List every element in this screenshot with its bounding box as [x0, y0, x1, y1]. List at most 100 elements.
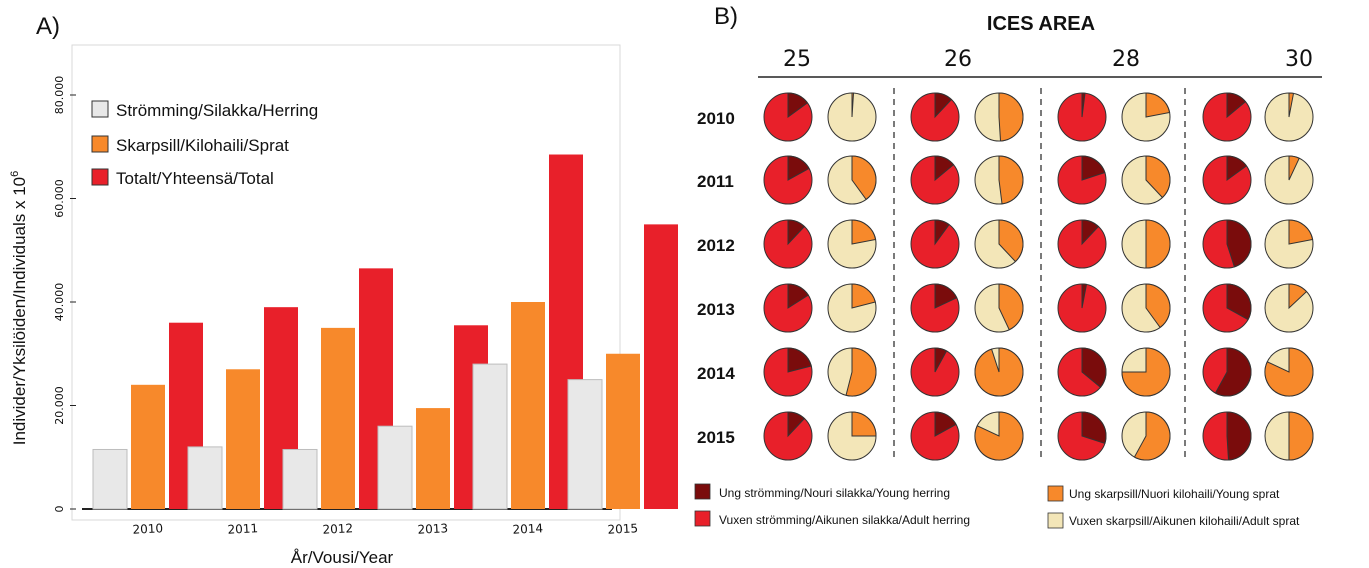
year-label-2012: 2012	[697, 236, 735, 255]
pie-herring-2011-area-25	[763, 155, 813, 205]
pie-herring-2011-area-30-young-slice	[1226, 155, 1248, 181]
pie-sprat-2011-area-26	[974, 155, 1024, 205]
bar-herring-2012	[282, 448, 318, 510]
x-tick-label-2013: 2013	[417, 521, 448, 537]
pie-herring-2010-area-25-young-slice	[787, 92, 809, 118]
bar-sprat-2011	[226, 369, 260, 509]
pie-sprat-2012-area-25-young-slice	[851, 219, 877, 245]
year-label-2011: 2011	[697, 172, 734, 191]
year-label-2013: 2013	[697, 300, 735, 319]
pie-herring-2012-area-25-young-slice	[787, 219, 806, 246]
ices-area-title: ICES AREA	[987, 13, 1095, 35]
pie-herring-2010-area-30-young-slice	[1226, 92, 1247, 119]
pie-herring-2011-area-25-young-slice	[787, 155, 810, 181]
pie-sprat-2010-area-25	[827, 92, 877, 142]
year-labels: 2010 2011 2012 2013 2014 2015	[697, 109, 735, 447]
pie-herring-2012-area-30	[1202, 219, 1252, 269]
pie-herring-2015-area-26	[910, 411, 960, 461]
x-tick-label-2010: 2010	[132, 521, 163, 537]
pie-herring-2010-area-28-young-slice	[1081, 92, 1086, 118]
pie-herring-2012-area-26	[910, 219, 960, 269]
pie-sprat-2015-area-30-young-slice	[1288, 411, 1314, 461]
legend-label-adult-sprat: Vuxen skarpsill/Aikunen kilohaili/Adult …	[1069, 514, 1300, 528]
legend-label-young-sprat: Ung skarpsill/Nuori kilohaili/Young spra…	[1069, 487, 1280, 501]
y-axis-title: Individer/Yksilöiden/Individuals x 106	[9, 171, 29, 446]
pie-herring-2013-area-28-young-slice	[1081, 283, 1088, 309]
area-dividers	[893, 88, 1186, 462]
area-label-26: 26	[944, 47, 972, 72]
pie-sprat-2012-area-30-young-slice	[1288, 219, 1314, 245]
pie-sprat-2010-area-25-young-slice	[851, 92, 855, 118]
pie-sprat-2013-area-30	[1264, 283, 1314, 333]
pie-sprat-2015-area-30	[1264, 411, 1314, 461]
pie-herring-2011-area-28	[1057, 155, 1107, 205]
pie-herring-2015-area-25-young-slice	[787, 411, 806, 438]
bar-herring-2013	[377, 425, 413, 510]
pie-sprat-2014-area-26-young-slice	[974, 347, 1024, 397]
area-labels: 25 26 28 30	[783, 47, 1313, 72]
pie-sprat-2012-area-26	[974, 219, 1024, 269]
pie-sprat-2015-area-28	[1121, 411, 1171, 461]
bar-total-2015	[644, 224, 678, 509]
pie-sprat-2012-area-26-young-slice	[998, 219, 1024, 263]
pie-herring-2011-area-28-young-slice	[1081, 155, 1106, 181]
pie-sprat-2013-area-26	[974, 283, 1024, 333]
pie-sprat-2015-area-25-young-slice	[851, 411, 877, 437]
pie-herring-2014-area-26	[910, 347, 960, 397]
pie-herring-2014-area-30-young-slice	[1214, 347, 1252, 397]
pie-sprat-2010-area-30	[1264, 92, 1314, 142]
y-ticks: 0 20.000 40.000 60.000 80.000	[53, 76, 76, 513]
pie-sprat-2010-area-28-young-slice	[1145, 92, 1171, 118]
legend-swatch-sprat	[91, 135, 109, 153]
pie-herring-2015-area-30	[1202, 411, 1252, 461]
pie-sprat-2010-area-26	[974, 92, 1024, 142]
pie-herring-2010-area-30	[1202, 92, 1252, 142]
pie-herring-2014-area-26-young-slice	[934, 347, 948, 373]
bars	[92, 154, 678, 510]
legend-swatch-herring	[91, 100, 109, 118]
pie-herring-2015-area-30-young-slice	[1226, 411, 1252, 461]
pie-herring-2015-area-28-young-slice	[1081, 411, 1107, 445]
pie-sprat-2015-area-26-young-slice	[974, 411, 1024, 461]
y-tick-label: 80.000	[53, 76, 66, 115]
x-tick-label-2011: 2011	[227, 521, 258, 537]
pie-sprat-2013-area-30-young-slice	[1288, 283, 1308, 310]
pie-sprat-2013-area-28	[1121, 283, 1171, 333]
year-label-2015: 2015	[697, 428, 735, 447]
pie-sprat-2013-area-25-young-slice	[851, 283, 876, 309]
x-ticks: 2010 2011 2012 2013 2014 2015	[132, 521, 638, 537]
pie-herring-2012-area-26-young-slice	[934, 219, 950, 246]
pie-herring-2013-area-25	[763, 283, 813, 333]
pie-sprat-2011-area-28	[1121, 155, 1171, 205]
bar-sprat-2010	[131, 384, 165, 509]
year-label-2010: 2010	[697, 109, 735, 128]
pie-sprat-2014-area-28-young-slice	[1121, 347, 1171, 397]
pie-sprat-2011-area-30-young-slice	[1288, 155, 1300, 181]
pie-herring-2010-area-26-young-slice	[934, 92, 953, 119]
pie-herring-2010-area-26	[910, 92, 960, 142]
pie-sprat-2012-area-28	[1121, 219, 1171, 269]
panel-b-label: B)	[714, 3, 738, 30]
panel-a-legend: Strömming/Silakka/Herring Skarpsill/Kilo…	[91, 100, 318, 188]
pie-herring-2014-area-28	[1057, 347, 1107, 397]
bar-sprat-2015	[606, 353, 640, 509]
pie-sprat-2011-area-25-young-slice	[851, 155, 877, 201]
pie-herring-2013-area-26	[910, 283, 960, 333]
y-axis-title-superscript: 6	[9, 171, 21, 177]
pie-sprat-2013-area-28-young-slice	[1145, 283, 1171, 329]
area-label-28: 28	[1112, 47, 1140, 72]
legend-swatch-total	[91, 168, 109, 186]
pie-herring-2013-area-26-young-slice	[934, 283, 958, 309]
panel-b-pie-grid: B) ICES AREA 25 26 28 30 201020112012201320…	[694, 3, 1322, 529]
pie-sprat-2014-area-28	[1121, 347, 1171, 397]
legend-label-young-herring: Ung strömming/Nouri silakka/Young herrin…	[719, 486, 950, 500]
panel-b-legend: Ung strömming/Nouri silakka/Young herrin…	[694, 483, 1300, 529]
y-tick-label: 60.000	[53, 179, 66, 218]
x-tick-label-2012: 2012	[322, 521, 353, 537]
y-axis-title-main: Individer/Yksilöiden/Individuals x 10	[10, 177, 29, 445]
pie-sprat-2010-area-30-young-slice	[1288, 92, 1295, 118]
pie-sprat-2012-area-30	[1264, 219, 1314, 269]
pie-sprat-2011-area-25	[827, 155, 877, 205]
panel-a-label: A)	[36, 13, 60, 40]
